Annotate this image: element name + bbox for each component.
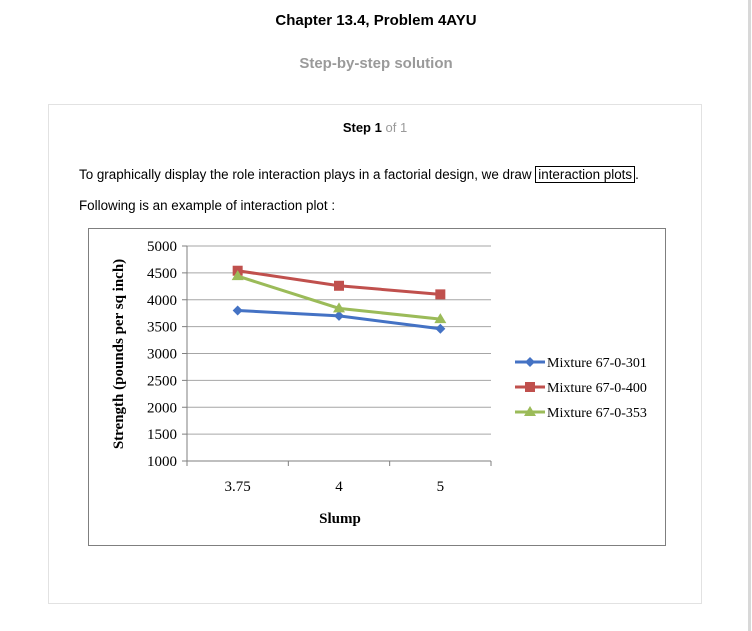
legend-item: Mixture 67-0-301 <box>515 356 647 371</box>
data-point <box>334 280 344 291</box>
data-point <box>434 313 447 324</box>
solution-subtitle: Step-by-step solution <box>299 55 453 72</box>
chart-svg: 5000 4500 4000 3500 3000 2500 2000 1500 1000 3.7… <box>111 239 647 527</box>
legend-label: Mixture 67-0-301 <box>547 356 647 371</box>
step-total: of 1 <box>385 120 408 135</box>
chart-series <box>231 265 447 334</box>
series-3 <box>231 270 447 324</box>
data-point <box>232 305 243 316</box>
page-right-border <box>748 0 751 631</box>
legend-marker <box>524 406 536 416</box>
data-point <box>334 310 344 321</box>
y-tick-label: 1000 <box>147 454 177 470</box>
interaction-plots-term[interactable]: interaction plots <box>535 166 636 183</box>
data-point <box>333 302 345 313</box>
y-axis-label: Strength (pounds per sq inch) <box>111 259 127 449</box>
explanation-text: To graphically display the role interact… <box>79 167 536 182</box>
legend-marker <box>525 382 535 392</box>
legend-label: Mixture 67-0-353 <box>547 406 647 421</box>
legend-item: Mixture 67-0-400 <box>515 381 647 396</box>
x-axis-label: Slump <box>319 511 361 527</box>
chart-x-tick-labels: 3.75 4 5 <box>225 479 445 495</box>
chart-legend: Mixture 67-0-301 Mixture 67-0-400 Mixture … <box>515 356 647 421</box>
step-number: 1 <box>374 120 382 135</box>
chart-gridlines <box>182 245 491 462</box>
y-tick-label: 3500 <box>147 320 177 336</box>
data-point <box>231 270 244 281</box>
y-tick-label: 1500 <box>147 427 177 443</box>
series-1 <box>232 305 446 334</box>
example-intro: Following is an example of interaction p… <box>79 198 336 213</box>
chart-axes <box>186 246 492 466</box>
y-tick-label: 2500 <box>147 373 177 389</box>
explanation-period: . <box>635 167 639 182</box>
series-2 <box>232 265 446 300</box>
y-tick-label: 5000 <box>147 239 177 255</box>
interaction-plot-chart: 5000 4500 4000 3500 3000 2500 2000 1500 1000 3.7… <box>88 228 666 546</box>
x-tick-label: 5 <box>437 479 445 495</box>
step-word: Step <box>342 120 371 135</box>
x-tick-label: 3.75 <box>225 479 251 495</box>
legend-marker <box>525 357 535 367</box>
y-tick-label: 4000 <box>147 293 177 309</box>
y-tick-label: 3000 <box>147 347 177 363</box>
page-title: Chapter 13.4, Problem 4AYU <box>275 12 477 29</box>
legend-item: Mixture 67-0-353 <box>515 406 647 421</box>
y-tick-label: 2000 <box>147 400 177 416</box>
step-indicator: Step 1 of 1 <box>49 120 701 135</box>
explanation-paragraph: To graphically display the role interact… <box>79 166 639 183</box>
data-point <box>435 323 446 334</box>
x-tick-label: 4 <box>335 479 343 495</box>
data-point <box>435 289 446 300</box>
chart-y-tick-labels: 5000 4500 4000 3500 3000 2500 2000 1500 1000 <box>147 239 177 470</box>
legend-label: Mixture 67-0-400 <box>547 381 647 396</box>
y-tick-label: 4500 <box>147 266 177 282</box>
